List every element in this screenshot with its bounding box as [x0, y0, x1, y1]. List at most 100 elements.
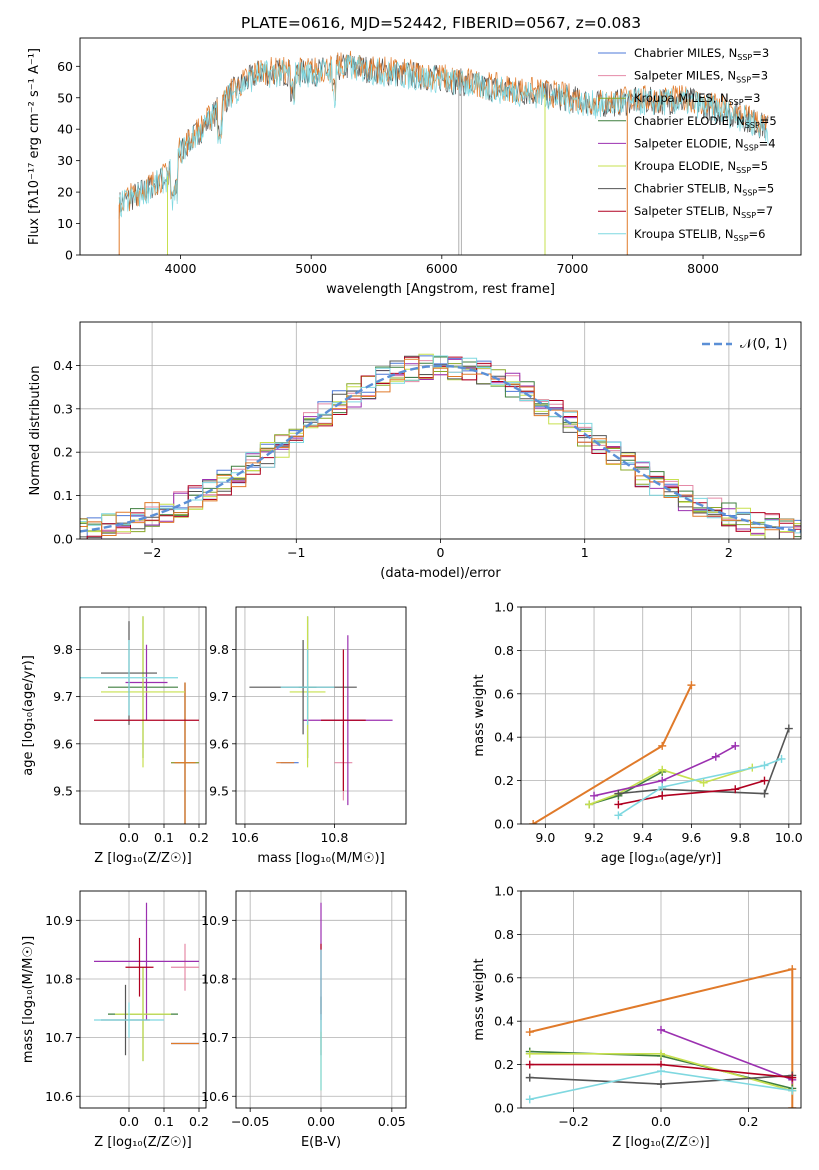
legend-subscript: SSP	[736, 166, 751, 175]
legend-value: =5	[760, 114, 777, 128]
series-marker-chab_stelib	[525, 1073, 534, 1082]
x-tick-label: 5000	[295, 261, 327, 276]
series-marker-kroupa_elodie	[525, 1049, 534, 1058]
legend-entry: Chabrier STELIB, NSSP=5	[634, 182, 774, 198]
series-marker-kroupa_stelib	[788, 1086, 797, 1095]
y-tick-label: 0.4	[53, 358, 73, 373]
series-marker-orange	[687, 681, 696, 690]
y-tick-label: 30	[57, 153, 73, 168]
legend-text: Chabrier MILES, N	[634, 46, 737, 60]
axes-frame-2	[79, 321, 802, 540]
y-tick-label: 0	[65, 248, 73, 263]
legend-value: =6	[749, 227, 766, 241]
y-axis-label: Flux [fλ10⁻¹⁷ erg cm⁻² s⁻¹ A⁻¹]	[27, 48, 42, 245]
y-tick-label: 10.8	[45, 971, 73, 986]
x-tick-label: 0.0	[119, 830, 139, 845]
y-tick-label: 10	[57, 216, 73, 231]
x-tick-label: 9.0	[535, 830, 555, 845]
plot-area-5	[521, 607, 801, 824]
y-tick-label: 0.8	[494, 643, 514, 658]
series-marker-kroupa_stelib	[614, 811, 623, 820]
series-marker-chab_stelib	[614, 789, 623, 798]
series-line-salp_stelib	[618, 779, 765, 806]
x-axis-label: Z [log₁₀(Z/Z☉)]	[94, 1135, 191, 1150]
gaussian-curve	[80, 364, 801, 533]
legend-entry: Chabrier MILES, NSSP=3	[634, 46, 769, 62]
x-tick-label: 10.6	[231, 830, 259, 845]
y-tick-label: 60	[57, 59, 73, 74]
y-tick-label: 10.7	[201, 1030, 229, 1045]
y-tick-label: 9.8	[209, 642, 229, 657]
x-tick-label: 9.8	[730, 830, 750, 845]
y-tick-label: 0.2	[494, 1057, 514, 1072]
plot-area-6	[80, 891, 206, 1108]
series-marker-orange	[788, 1104, 797, 1108]
y-tick-label: 0.0	[494, 817, 514, 832]
y-tick-label: 0.6	[494, 970, 514, 985]
x-tick-label: 4000	[165, 261, 197, 276]
x-tick-label: 6000	[426, 261, 458, 276]
series-marker-chab_stelib	[657, 1080, 665, 1089]
series-line-salp_elodie	[660, 1029, 793, 1081]
series-marker-salp_stelib	[760, 776, 769, 785]
legend-value: =7	[756, 204, 773, 218]
x-tick-label: 0.0	[651, 1114, 671, 1129]
legend-text: Chabrier ELODIE, N	[634, 114, 745, 128]
legend-subscript: SSP	[729, 98, 744, 107]
x-axis-label: Z [log₁₀(Z/Z☉)]	[94, 851, 191, 866]
y-tick-label: 10.9	[201, 913, 229, 928]
figure-title: PLATE=0616, MJD=52442, FIBERID=0567, z=0…	[241, 14, 641, 32]
series-marker-kroupa_stelib	[760, 761, 769, 770]
legend-text: Kroupa ELODIE, N	[634, 159, 736, 173]
series-marker-kroupa_elodie	[657, 1049, 665, 1058]
x-tick-label: 9.2	[584, 830, 604, 845]
y-tick-label: 9.5	[53, 783, 73, 798]
y-tick-label: 10.6	[201, 1089, 229, 1104]
series-marker-kroupa_stelib	[777, 754, 786, 763]
y-axis-label: mass [log₁₀(M/M☉)]	[21, 936, 36, 1063]
x-axis-label: age [log₁₀(age/yr)]	[601, 851, 722, 866]
y-tick-label: 0.0	[494, 1101, 514, 1116]
y-tick-label: 9.6	[209, 736, 229, 751]
y-tick-label: 1.0	[494, 600, 514, 615]
y-tick-label: 20	[57, 185, 73, 200]
panel-7: −0.05 0.00 0.05 10.6 10.7 10.8 10.9 E(B-V)	[201, 891, 406, 1150]
legend-value: =3	[752, 46, 769, 60]
x-tick-label: 8000	[687, 261, 719, 276]
series-marker-salp_elodie	[657, 1025, 665, 1034]
legend-text: Kroupa MILES, N	[634, 91, 729, 105]
legend-value: =3	[744, 91, 761, 105]
y-tick-label: 10.7	[45, 1030, 73, 1045]
series-marker-salp_elodie	[590, 791, 599, 800]
series-marker-salp_elodie	[731, 741, 740, 750]
y-tick-label: 9.6	[53, 736, 73, 751]
x-tick-label: −2	[143, 545, 161, 560]
panel-8: −0.2 0.0 0.2 0.0 0.2 0.4 0.6 0.8 1.0 Z [log₁₀(Z/Z…	[472, 884, 801, 1150]
series-marker-kroupa_stelib	[658, 783, 667, 792]
y-axis-label: mass weight	[472, 958, 487, 1040]
series-marker-kroupa_elodie	[699, 778, 708, 787]
legend-value: =3	[751, 69, 768, 83]
legend-text: Kroupa STELIB, N	[634, 227, 734, 241]
y-axis-label: mass weight	[472, 674, 487, 756]
y-axis-label: Normed distribution	[28, 366, 43, 496]
plot-area-8	[521, 891, 801, 1108]
x-tick-label: 9.4	[633, 830, 653, 845]
series-marker-kroupa_elodie	[658, 765, 667, 774]
x-axis-label: mass [log₁₀(M/M☉)]	[257, 851, 384, 866]
panel-4: 10.6 10.8 9.5 9.6 9.7 9.8 mass [log₁₀(M/M☉)]	[209, 607, 406, 866]
y-tick-label: 0.2	[494, 773, 514, 788]
y-tick-label: 0.8	[494, 927, 514, 942]
legend-entry: Chabrier ELODIE, NSSP=5	[634, 114, 777, 130]
x-tick-label: 2	[725, 545, 733, 560]
axes-frame-8	[520, 890, 802, 1109]
legend-entry: Kroupa STELIB, NSSP=6	[634, 227, 765, 243]
legend-value: =4	[759, 136, 776, 150]
legend-entry: Salpeter MILES, NSSP=3	[634, 69, 768, 85]
y-tick-label: 0.4	[494, 1014, 514, 1029]
series-marker-orange	[529, 820, 538, 824]
legend-text: Salpeter STELIB, N	[634, 204, 741, 218]
plot-area-2	[80, 322, 801, 539]
legend-subscript: SSP	[745, 121, 760, 130]
legend-value: =5	[751, 159, 768, 173]
